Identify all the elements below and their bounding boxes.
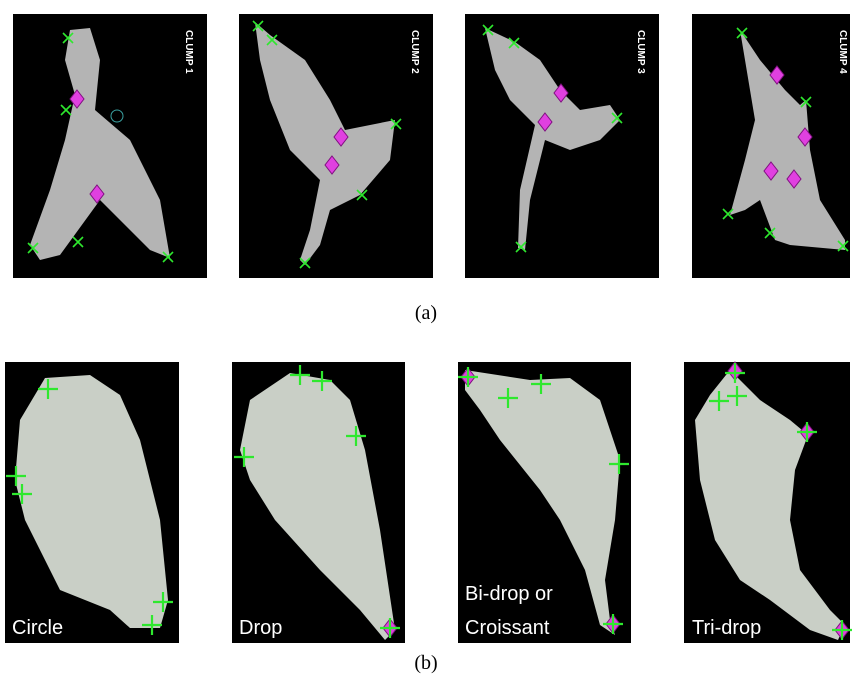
- caption: (a): [415, 302, 437, 324]
- panel-label: CLUMP 1: [183, 30, 194, 74]
- figure: CLUMP 1 CLUMP 2 CLUMP 3 CLUMP 4 (a) Circ…: [0, 0, 853, 688]
- panel-label: CLUMP 4: [837, 30, 848, 74]
- shape-label: Circle: [12, 617, 63, 639]
- shape-label: Tri-drop: [692, 617, 761, 639]
- shape-label: Bi-drop or: [465, 583, 553, 605]
- page: {"figure": { "panels_a": [{"label": "CLU…: [0, 0, 853, 688]
- caption: (b): [414, 652, 437, 674]
- panel-label: CLUMP 2: [409, 30, 420, 74]
- panel-label: CLUMP 3: [635, 30, 646, 74]
- shape-label: Drop: [239, 617, 282, 639]
- shape-label: Croissant: [465, 617, 550, 639]
